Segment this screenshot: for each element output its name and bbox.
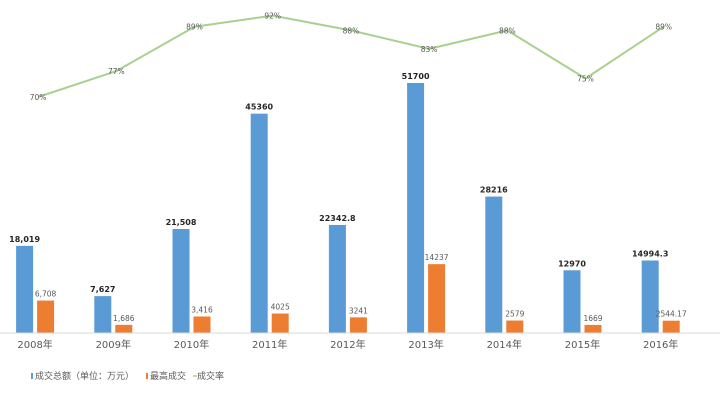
label-total-4: 22342.8 bbox=[319, 214, 356, 223]
label-max-0: 6,708 bbox=[35, 290, 57, 299]
bar-total-2 bbox=[172, 228, 190, 333]
rate-label-1: 77% bbox=[108, 67, 125, 76]
rate-line-layer: 70% 77% 89% 92% 88% 83% 88% 75% 89% bbox=[30, 12, 672, 102]
bar-total-0 bbox=[16, 245, 34, 333]
label-total-3: 45360 bbox=[245, 103, 273, 112]
legend-swatch-max bbox=[146, 373, 148, 379]
bar-max-2 bbox=[193, 316, 211, 333]
x-tick-4: 2012年 bbox=[330, 338, 365, 351]
bar-max-8 bbox=[662, 320, 680, 333]
x-tick-0: 2008年 bbox=[17, 338, 52, 351]
rate-label-7: 75% bbox=[577, 75, 594, 84]
legend-swatch-total bbox=[31, 373, 33, 379]
x-tick-8: 2016年 bbox=[643, 338, 678, 351]
label-total-1: 7,627 bbox=[90, 285, 115, 294]
rate-label-6: 88% bbox=[499, 26, 516, 35]
bar-max-3 bbox=[271, 313, 289, 333]
x-tick-7: 2015年 bbox=[565, 338, 600, 351]
bar-total-1 bbox=[94, 296, 112, 333]
label-max-5: 14237 bbox=[425, 253, 449, 262]
bar-total-6 bbox=[485, 196, 503, 333]
bars-layer: 18,019 6,708 7,627 1,686 21,508 3,416 45360 402… bbox=[9, 72, 687, 333]
legend-label-max: 最高成交 bbox=[150, 370, 186, 382]
x-tick-1: 2009年 bbox=[96, 338, 131, 351]
bar-max-0 bbox=[37, 300, 55, 333]
label-max-6: 2579 bbox=[505, 310, 524, 319]
rate-label-8: 89% bbox=[655, 23, 672, 32]
label-max-7: 1669 bbox=[583, 314, 602, 323]
label-max-4: 3241 bbox=[349, 306, 368, 315]
bar-max-1 bbox=[115, 324, 133, 333]
label-max-2: 3,416 bbox=[191, 305, 213, 314]
bar-total-8 bbox=[641, 260, 659, 333]
label-total-6: 28216 bbox=[480, 186, 508, 195]
bar-total-3 bbox=[250, 113, 268, 333]
bar-max-6 bbox=[506, 320, 524, 333]
label-max-8: 2544.17 bbox=[656, 310, 687, 319]
label-max-1: 1,686 bbox=[113, 314, 135, 323]
bar-total-5 bbox=[407, 83, 425, 333]
legend-label-rate: 成交率 bbox=[197, 370, 224, 382]
x-tick-5: 2013年 bbox=[408, 338, 443, 351]
rate-label-2: 89% bbox=[186, 23, 203, 32]
label-total-5: 51700 bbox=[402, 72, 430, 81]
rate-label-3: 92% bbox=[264, 12, 281, 21]
rate-label-4: 88% bbox=[343, 26, 360, 35]
x-tick-3: 2011年 bbox=[252, 338, 287, 351]
rate-line bbox=[37, 14, 665, 98]
label-total-7: 12970 bbox=[558, 259, 586, 268]
x-tick-6: 2014年 bbox=[487, 338, 522, 351]
bar-max-7 bbox=[584, 324, 602, 333]
label-total-0: 18,019 bbox=[9, 235, 40, 244]
rate-label-5: 83% bbox=[421, 45, 438, 54]
label-max-3: 4025 bbox=[271, 303, 290, 312]
bar-total-7 bbox=[563, 270, 581, 333]
legend-label-total: 成交总额（单位：万元） bbox=[35, 370, 134, 382]
bar-max-4 bbox=[349, 317, 367, 333]
x-tick-labels: 2008年 2009年 2010年 2011年 2012年 2013年 2014年 2015年… bbox=[17, 338, 678, 351]
label-total-8: 14994.3 bbox=[632, 249, 668, 258]
bar-total-4 bbox=[328, 224, 346, 333]
bar-max-5 bbox=[428, 264, 446, 333]
x-tick-2: 2010年 bbox=[174, 338, 209, 351]
legend: 成交总额（单位：万元） 最高成交 成交率 bbox=[31, 370, 224, 382]
rate-label-0: 70% bbox=[30, 93, 47, 102]
label-total-2: 21,508 bbox=[166, 218, 197, 227]
